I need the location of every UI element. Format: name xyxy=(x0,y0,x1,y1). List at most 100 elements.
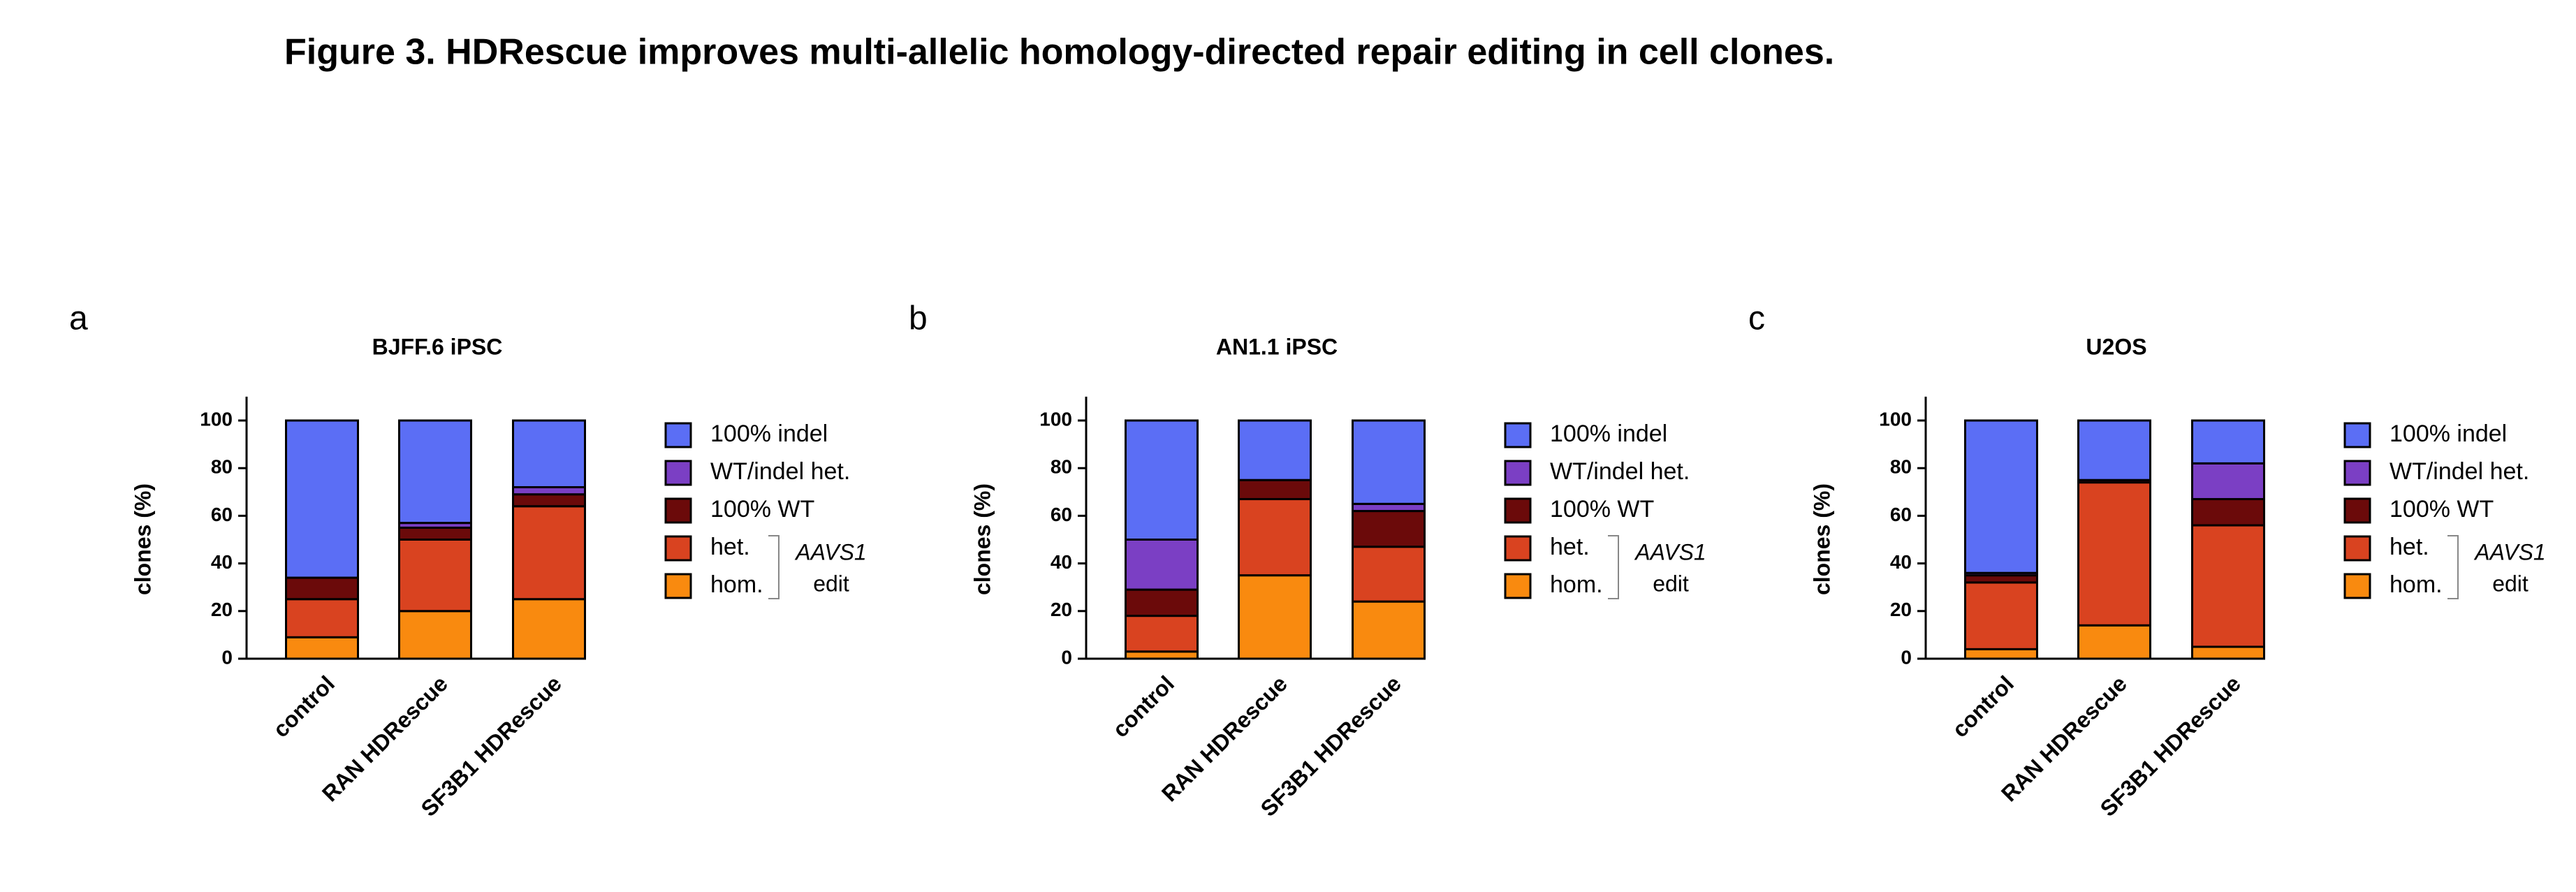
bar-segment xyxy=(285,598,359,638)
bar-segment xyxy=(2077,624,2151,660)
y-tick-label: 0 xyxy=(1901,646,1912,668)
legend-bracket xyxy=(768,535,780,599)
legend-swatch xyxy=(664,422,692,448)
y-tick-label: 40 xyxy=(1051,551,1072,573)
chart-title: U2OS xyxy=(2086,334,2146,359)
bar-segment xyxy=(1125,539,1199,591)
legend-swatch xyxy=(2343,497,2371,524)
panel-letter: a xyxy=(69,300,88,337)
legend-label: 100% WT xyxy=(1550,496,1654,522)
legend-swatch xyxy=(664,535,692,562)
legend-label: WT/indel het. xyxy=(2390,458,2529,485)
bar-segment xyxy=(1238,478,1312,501)
bar-segment xyxy=(398,526,472,541)
bar-segment xyxy=(398,610,472,660)
legend-swatch xyxy=(664,573,692,599)
bar-segment xyxy=(2077,419,2151,481)
legend-swatch xyxy=(1504,422,1532,448)
bar-segment xyxy=(1125,615,1199,653)
bar-segment xyxy=(1352,419,1426,505)
bar-segment xyxy=(2191,462,2265,501)
x-tick-label: RAN HDRescue xyxy=(1157,671,1292,806)
bar-segment xyxy=(1964,419,2038,574)
legend-swatch xyxy=(2343,460,2371,486)
bracket-text: edit xyxy=(1653,571,1689,596)
bar-segment xyxy=(2191,524,2265,648)
bracket-gene: AAVS1 xyxy=(794,539,866,564)
y-axis-label: clones (%) xyxy=(969,483,995,595)
legend-label: WT/indel het. xyxy=(710,458,850,485)
y-axis-label: clones (%) xyxy=(1809,483,1834,595)
legend-label: hom. xyxy=(1550,571,1603,598)
bar-segment xyxy=(1125,588,1199,617)
bar-segment xyxy=(398,539,472,613)
y-tick-label: 20 xyxy=(1051,599,1072,620)
legend-swatch xyxy=(2343,573,2371,599)
y-tick-label: 60 xyxy=(1890,504,1912,525)
bar-segment xyxy=(512,598,586,660)
legend-label: hom. xyxy=(710,571,763,598)
bar-segment xyxy=(1352,502,1426,513)
bracket-gene: AAVS1 xyxy=(1634,539,1706,564)
y-tick-label: 80 xyxy=(1051,456,1072,478)
bar-segment xyxy=(398,419,472,525)
figure-title: Figure 3. HDRescue improves multi-alleli… xyxy=(284,32,1834,73)
x-tick-label: RAN HDRescue xyxy=(1996,671,2132,806)
bar-segment xyxy=(2191,419,2265,465)
legend-swatch xyxy=(2343,422,2371,448)
x-tick-label: RAN HDRescue xyxy=(317,671,453,806)
bar-segment xyxy=(1238,419,1312,481)
bar-segment xyxy=(2077,481,2151,627)
chart-title: BJFF.6 iPSC xyxy=(372,334,503,359)
panel-letter: c xyxy=(1748,300,1765,337)
bar-segment xyxy=(1352,510,1426,548)
bar-segment xyxy=(285,419,359,579)
legend-label: het. xyxy=(2390,534,2429,560)
chart-panel: b AN1.1 iPSC clones (%) 0 20 40 60 80 100 control… xyxy=(909,300,1706,821)
legend-swatch xyxy=(1504,460,1532,486)
chart-panel: a BJFF.6 iPSC clones (%) 0 20 40 60 80 100 contro… xyxy=(69,300,867,821)
y-tick-label: 0 xyxy=(1061,646,1072,668)
bar-segment xyxy=(2191,498,2265,527)
legend-swatch xyxy=(664,460,692,486)
bar-segment xyxy=(2191,645,2265,660)
legend-label: 100% indel xyxy=(2390,421,2507,447)
y-tick-label: 80 xyxy=(211,456,233,478)
bracket-text: edit xyxy=(813,571,849,596)
y-tick-label: 100 xyxy=(1039,408,1072,430)
y-tick-label: 40 xyxy=(211,551,233,573)
legend-label: 100% indel xyxy=(1550,421,1667,447)
bar-segment xyxy=(1238,498,1312,577)
bar-segment xyxy=(512,493,586,508)
bracket-text: edit xyxy=(2492,571,2529,596)
chart-title: AN1.1 iPSC xyxy=(1216,334,1338,359)
bar-segment xyxy=(1964,648,2038,660)
legend-bracket xyxy=(1608,535,1619,599)
bar-segment xyxy=(512,419,586,488)
legend-swatch xyxy=(1504,535,1532,562)
y-tick-label: 40 xyxy=(1890,551,1912,573)
y-tick-label: 100 xyxy=(1879,408,1912,430)
x-tick-label: control xyxy=(1108,671,1179,742)
panel-letter: b xyxy=(909,300,928,337)
bar-segment xyxy=(1964,581,2038,650)
bracket-gene: AAVS1 xyxy=(2473,539,2545,564)
x-tick-label: control xyxy=(268,671,339,742)
legend-bracket xyxy=(2447,535,2459,599)
bar-segment xyxy=(1352,600,1426,660)
y-tick-label: 0 xyxy=(221,646,233,668)
legend-swatch xyxy=(664,497,692,524)
bar-segment xyxy=(1964,574,2038,584)
legend-label: 100% indel xyxy=(710,421,828,447)
bar-segment xyxy=(1125,419,1199,541)
bar-segment xyxy=(1125,650,1199,660)
legend-label: hom. xyxy=(2390,571,2443,598)
bar-segment xyxy=(1238,574,1312,660)
bar-segment xyxy=(512,505,586,601)
legend-swatch xyxy=(2343,535,2371,562)
y-tick-label: 20 xyxy=(211,599,233,620)
y-tick-label: 60 xyxy=(211,504,233,525)
bar-segment xyxy=(1352,546,1426,603)
